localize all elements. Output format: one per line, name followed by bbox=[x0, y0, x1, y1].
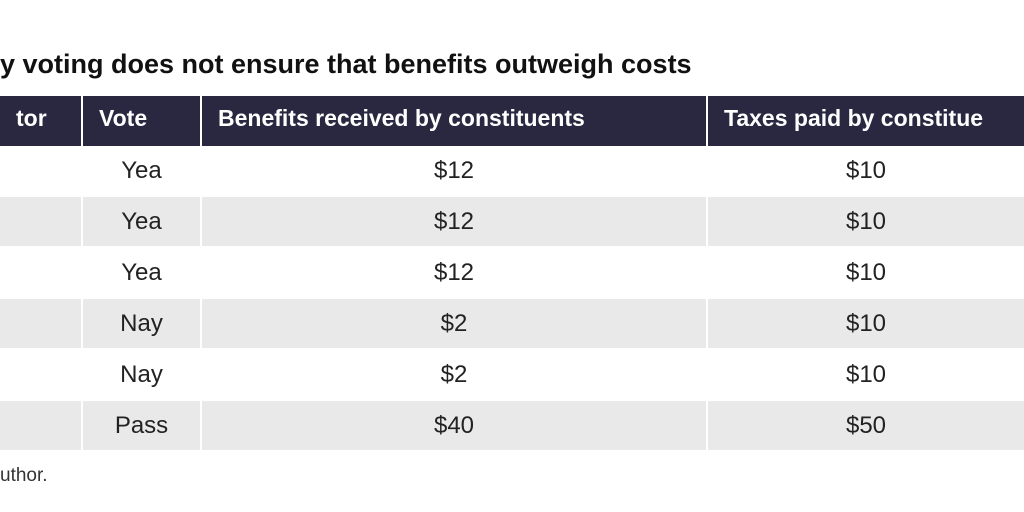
table-cell: Nay bbox=[83, 350, 200, 399]
table-cell: $12 bbox=[202, 248, 706, 297]
table-row: Nay $2 $10 bbox=[0, 299, 1024, 348]
table-cell: $10 bbox=[708, 146, 1024, 195]
table-row: Pass $40 $50 bbox=[0, 401, 1024, 450]
table-row: Yea $12 $10 bbox=[0, 146, 1024, 195]
table-cell: $10 bbox=[708, 350, 1024, 399]
table-cell: $12 bbox=[202, 197, 706, 246]
table-cell: $10 bbox=[708, 248, 1024, 297]
table-cell: $12 bbox=[202, 146, 706, 195]
source-footnote: uthor. bbox=[0, 465, 48, 486]
table-cell bbox=[0, 146, 81, 195]
table-row: Yea $12 $10 bbox=[0, 197, 1024, 246]
table-cell: $2 bbox=[202, 350, 706, 399]
table-cell bbox=[0, 299, 81, 348]
table-row: Nay $2 $10 bbox=[0, 350, 1024, 399]
table-row: Yea $12 $10 bbox=[0, 248, 1024, 297]
table-cell bbox=[0, 248, 81, 297]
column-header: tor bbox=[0, 96, 81, 146]
table-cell: Yea bbox=[83, 146, 200, 195]
table-cell bbox=[0, 350, 81, 399]
table-header-row: tor Vote Benefits received by constituents… bbox=[0, 96, 1024, 146]
table-cell bbox=[0, 197, 81, 246]
table-cell bbox=[0, 401, 81, 450]
table-cell: Pass bbox=[83, 401, 200, 450]
column-header: Taxes paid by constitue bbox=[708, 96, 1024, 146]
column-header: Benefits received by constituents bbox=[202, 96, 706, 146]
table-cell: Nay bbox=[83, 299, 200, 348]
table-cell: $10 bbox=[708, 299, 1024, 348]
column-header: Vote bbox=[83, 96, 200, 146]
table-cell: $40 bbox=[202, 401, 706, 450]
table-cell: $10 bbox=[708, 197, 1024, 246]
table-cell: Yea bbox=[83, 248, 200, 297]
table-cell: $50 bbox=[708, 401, 1024, 450]
table-title: y voting does not ensure that benefits o… bbox=[0, 49, 692, 79]
table-cell: $2 bbox=[202, 299, 706, 348]
table-cell: Yea bbox=[83, 197, 200, 246]
data-table: tor Vote Benefits received by constituents… bbox=[0, 96, 1024, 452]
